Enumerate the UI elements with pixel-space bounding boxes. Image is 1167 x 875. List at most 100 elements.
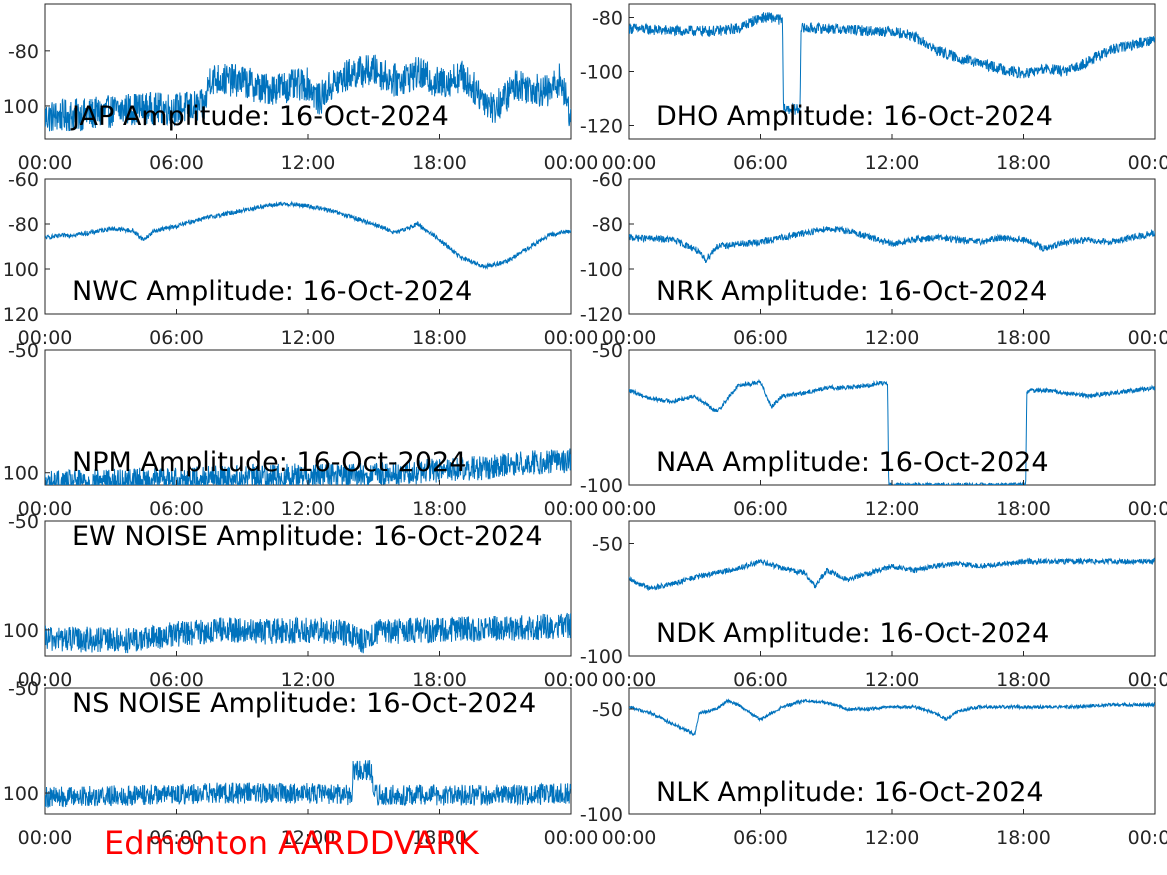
series-line [629, 698, 1155, 737]
y-tick-label: 100 [3, 259, 39, 281]
x-tick-label: 00:00 [544, 327, 599, 349]
series-line [629, 225, 1155, 263]
x-tick-label: 00:00 [18, 827, 73, 849]
y-tick-label: -80 [8, 214, 39, 236]
panel-jap: -80 100 00:00 06:00 12:00 18:00 00:00 JAP Ampli… [3, 3, 599, 174]
y-tick-label: 100 [3, 96, 39, 118]
x-tick-label: 18:00 [996, 498, 1051, 520]
y-tick-label: -120 [580, 304, 623, 326]
x-tick-label: 12:00 [281, 669, 336, 691]
y-tick-label: -60 [8, 169, 39, 191]
x-tick-label: 06:00 [149, 827, 204, 849]
y-tick-label: -120 [580, 116, 623, 138]
x-tick-label: 00:00 [18, 327, 73, 349]
series-line [629, 557, 1155, 592]
series-line [45, 54, 571, 132]
x-tick-label: 06:00 [733, 669, 788, 691]
y-tick-label: 100 [3, 783, 39, 805]
series-line [45, 612, 571, 654]
panel-title: EW NOISE Amplitude: 16-Oct-2024 [72, 521, 543, 552]
series-line [629, 12, 1155, 115]
x-tick-label: 06:00 [733, 827, 788, 849]
panels: -80 100 00:00 06:00 12:00 18:00 00:00 JAP Ampli… [3, 3, 1167, 849]
y-tick-label: -100 [580, 259, 623, 281]
x-tick-label: 00:00 [544, 498, 599, 520]
panel-nrk: -60-80-100-12000:0006:0012:0018:0000:00N… [580, 169, 1167, 349]
x-tick-label: 18:00 [996, 669, 1051, 691]
plot-area [628, 349, 1156, 486]
panel-title: NPM Amplitude: 16-Oct-2024 [72, 447, 466, 478]
x-tick-label: 18:00 [412, 327, 467, 349]
series-line [629, 378, 1155, 485]
panel-title: NDK Amplitude: 16-Oct-2024 [656, 618, 1049, 649]
y-tick-label: -60 [592, 169, 623, 191]
x-tick-label: 00:00 [602, 669, 657, 691]
y-tick-label: -80 [592, 214, 623, 236]
panel-title: NRK Amplitude: 16-Oct-2024 [656, 276, 1047, 307]
y-tick-label: -80 [592, 8, 623, 30]
x-tick-label: 00:00 [602, 827, 657, 849]
y-tick-label: -100 [580, 804, 623, 826]
footer-title: Edmonton AARDDVARK [104, 824, 480, 862]
x-tick-label: 00:00 [602, 498, 657, 520]
y-tick-label: -50 [8, 678, 39, 700]
panel-title: NAA Amplitude: 16-Oct-2024 [656, 447, 1049, 478]
x-tick-label: 00:00 [1128, 669, 1167, 691]
x-tick-label: 12:00 [865, 152, 920, 174]
x-tick-label: 18:00 [412, 669, 467, 691]
y-tick-label: -100 [580, 62, 623, 84]
x-tick-label: 06:00 [149, 498, 204, 520]
series-line [45, 200, 571, 271]
y-tick-label: -80 [8, 41, 39, 63]
x-tick-label: 12:00 [281, 827, 336, 849]
x-tick-label: 18:00 [412, 498, 467, 520]
y-tick-label: 120 [3, 304, 39, 326]
panel-ns_noise: -50 100 00:00 06:00 12:00 18:00 00:00 NS NOISE … [3, 678, 599, 849]
x-tick-label: 12:00 [865, 498, 920, 520]
x-tick-label: 18:00 [412, 827, 467, 849]
x-tick-label: 00:00 [18, 152, 73, 174]
panel-title: NS NOISE Amplitude: 16-Oct-2024 [72, 688, 536, 719]
x-tick-label: 00:00 [544, 827, 599, 849]
y-tick-label: -50 [8, 511, 39, 533]
plot-area [44, 178, 572, 315]
x-tick-label: 00:00 [602, 152, 657, 174]
y-tick-label: -50 [8, 340, 39, 362]
plot-area [628, 520, 1156, 657]
x-tick-label: 00:00 [544, 669, 599, 691]
panel-dho: -80 -100 -120 00:00 06:00 12:00 18:00 00:00 DHO … [580, 3, 1167, 174]
panel-title: NWC Amplitude: 16-Oct-2024 [72, 276, 472, 307]
x-tick-label: 12:00 [865, 327, 920, 349]
panel-title: DHO Amplitude: 16-Oct-2024 [656, 101, 1053, 132]
panel-title: NLK Amplitude: 16-Oct-2024 [656, 777, 1044, 808]
x-tick-label: 00:00 [544, 152, 599, 174]
panel-title: JAP Amplitude: 16-Oct-2024 [70, 101, 449, 132]
y-tick-label: -50 [592, 340, 623, 362]
x-tick-label: 18:00 [412, 152, 467, 174]
x-tick-label: 00:00 [1128, 498, 1167, 520]
x-tick-label: 06:00 [733, 327, 788, 349]
x-tick-label: 06:00 [733, 498, 788, 520]
x-tick-label: 06:00 [149, 669, 204, 691]
y-tick-label: 100 [3, 463, 39, 485]
series-line [45, 760, 571, 809]
x-tick-label: 06:00 [733, 152, 788, 174]
y-tick-label: -100 [580, 646, 623, 668]
x-tick-label: 12:00 [865, 669, 920, 691]
x-tick-label: 00:00 [18, 498, 73, 520]
x-tick-label: 12:00 [281, 498, 336, 520]
x-tick-label: 00:00 [1128, 827, 1167, 849]
y-tick-label: 100 [3, 620, 39, 642]
y-tick-label: -50 [592, 699, 623, 721]
x-tick-label: 12:00 [865, 827, 920, 849]
x-tick-label: 12:00 [281, 327, 336, 349]
y-tick-label: -50 [592, 534, 623, 556]
x-tick-label: 00:00 [602, 327, 657, 349]
x-tick-label: 18:00 [996, 827, 1051, 849]
x-tick-label: 00:00 [1128, 152, 1167, 174]
